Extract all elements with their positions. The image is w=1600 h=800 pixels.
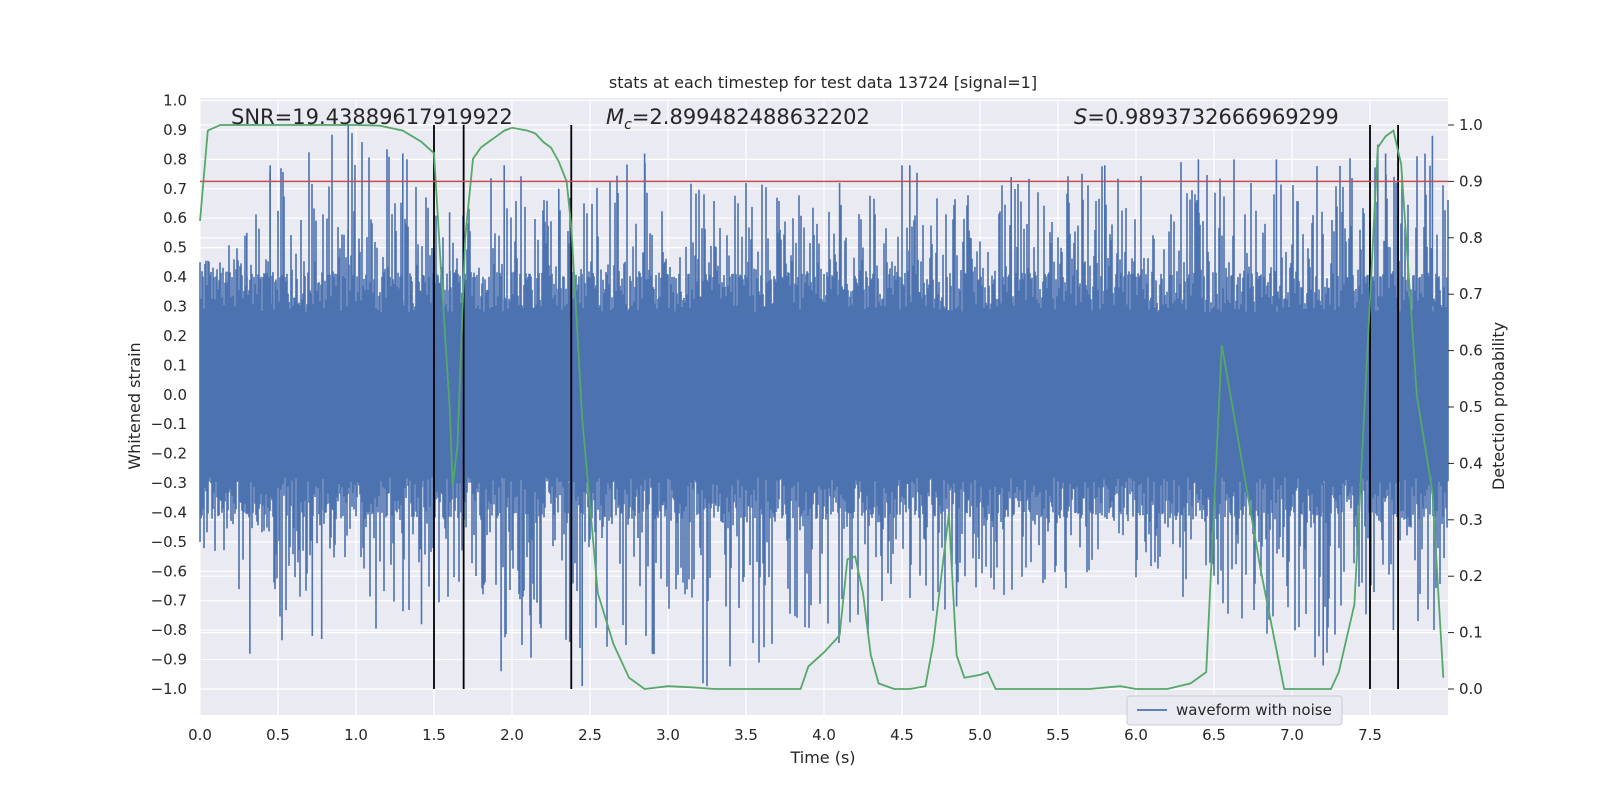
chirp-mass-value: =2.899482488632202 bbox=[632, 105, 870, 129]
x-axis-label: Time (s) bbox=[789, 748, 855, 767]
y-left-tick-label-11: −0.1 bbox=[151, 415, 187, 433]
chirp-mass-subscript: c bbox=[624, 117, 632, 133]
s-value: =0.9893732666969299 bbox=[1087, 105, 1338, 129]
right-axis-ticks: 1.0 0.9 0.8 0.7 0.6 0.5 0.4 0.3 0.2 0.1 0.0 bbox=[1448, 116, 1483, 698]
snr-annotation: SNR=19.43889617919922 bbox=[231, 105, 513, 129]
waveform-trace bbox=[199, 124, 1449, 687]
chirp-mass-annotation: Mc=2.899482488632202 bbox=[606, 105, 870, 133]
y-left-tick-label-4: 0.6 bbox=[163, 209, 187, 227]
y-axis-label-left: Whitened strain bbox=[125, 342, 144, 469]
y-left-tick-label-10: 0.0 bbox=[163, 386, 187, 404]
x-tick-label-1: 0.5 bbox=[266, 726, 290, 744]
legend-box bbox=[1126, 695, 1343, 726]
y-left-tick-label-5: 0.5 bbox=[163, 239, 187, 257]
y-left-tick-label-16: −0.6 bbox=[151, 562, 187, 580]
y-left-tick-label-19: −0.9 bbox=[151, 651, 187, 669]
x-tick-label-8: 4.0 bbox=[812, 726, 836, 744]
y-left-tick-label-15: −0.5 bbox=[151, 533, 187, 551]
y-right-tick-label-5: 0.5 bbox=[1459, 398, 1483, 416]
y-left-tick-label-1: 0.9 bbox=[163, 121, 187, 139]
y-left-tick-label-12: −0.2 bbox=[151, 445, 187, 463]
waveform-series bbox=[199, 124, 1449, 687]
x-tick-label-5: 2.5 bbox=[578, 726, 602, 744]
s-annotation: S=0.9893732666969299 bbox=[1074, 105, 1339, 129]
chart-title: stats at each timestep for test data 137… bbox=[609, 73, 1037, 92]
y-axis-label-right: Detection probability bbox=[1489, 322, 1508, 490]
x-tick-label-12: 6.0 bbox=[1124, 726, 1148, 744]
y-left-tick-label-17: −0.7 bbox=[151, 592, 187, 610]
y-right-tick-label-9: 0.1 bbox=[1459, 624, 1483, 642]
y-left-tick-label-6: 0.4 bbox=[163, 268, 187, 286]
y-left-tick-label-7: 0.3 bbox=[163, 297, 187, 315]
x-tick-label-14: 7.0 bbox=[1280, 726, 1304, 744]
y-right-tick-label-10: 0.0 bbox=[1459, 680, 1483, 698]
x-tick-label-4: 2.0 bbox=[500, 726, 524, 744]
y-left-tick-label-8: 0.2 bbox=[163, 327, 187, 345]
y-right-tick-label-2: 0.8 bbox=[1459, 229, 1483, 247]
legend-label-waveform: waveform with noise bbox=[1176, 701, 1332, 719]
y-left-tick-label-2: 0.8 bbox=[163, 150, 187, 168]
x-tick-label-15: 7.5 bbox=[1358, 726, 1382, 744]
x-tick-label-3: 1.5 bbox=[422, 726, 446, 744]
y-right-tick-label-7: 0.3 bbox=[1459, 511, 1483, 529]
x-tick-label-0: 0.0 bbox=[188, 726, 212, 744]
s-symbol: S bbox=[1074, 105, 1087, 129]
y-right-tick-label-1: 0.9 bbox=[1459, 172, 1483, 190]
y-left-tick-label-18: −0.8 bbox=[151, 621, 187, 639]
x-tick-label-7: 3.5 bbox=[734, 726, 758, 744]
x-tick-label-6: 3.0 bbox=[656, 726, 680, 744]
y-right-tick-label-0: 1.0 bbox=[1459, 116, 1483, 134]
y-left-tick-label-9: 0.1 bbox=[163, 356, 187, 374]
legend: waveform with noise bbox=[1126, 695, 1343, 726]
detection-probability-line bbox=[199, 124, 1445, 690]
left-axis-ticks: 1.0 0.9 0.8 0.7 0.6 0.5 0.4 0.3 0.2 0.1 0.0 −0.1 −0.… bbox=[151, 92, 187, 699]
x-axis-ticks: 0.0 0.5 1.0 1.5 2.0 2.5 3.0 3.5 4.0 4.5 5.0 5.5 6.0 6… bbox=[188, 726, 1382, 744]
y-left-tick-label-3: 0.7 bbox=[163, 180, 187, 198]
y-right-tick-label-3: 0.7 bbox=[1459, 285, 1483, 303]
x-tick-label-2: 1.0 bbox=[344, 726, 368, 744]
x-tick-label-11: 5.5 bbox=[1046, 726, 1070, 744]
y-left-tick-label-20: −1.0 bbox=[151, 680, 187, 698]
y-left-tick-label-14: −0.4 bbox=[151, 503, 187, 521]
x-tick-label-9: 4.5 bbox=[890, 726, 914, 744]
y-right-tick-label-8: 0.2 bbox=[1459, 567, 1483, 585]
y-left-tick-label-0: 1.0 bbox=[163, 92, 187, 110]
chirp-mass-symbol: M bbox=[606, 105, 624, 129]
x-tick-label-13: 6.5 bbox=[1202, 726, 1226, 744]
y-right-tick-label-4: 0.6 bbox=[1459, 342, 1483, 360]
y-right-tick-label-6: 0.4 bbox=[1459, 454, 1483, 472]
y-left-tick-label-13: −0.3 bbox=[151, 474, 187, 492]
x-tick-label-10: 5.0 bbox=[968, 726, 992, 744]
